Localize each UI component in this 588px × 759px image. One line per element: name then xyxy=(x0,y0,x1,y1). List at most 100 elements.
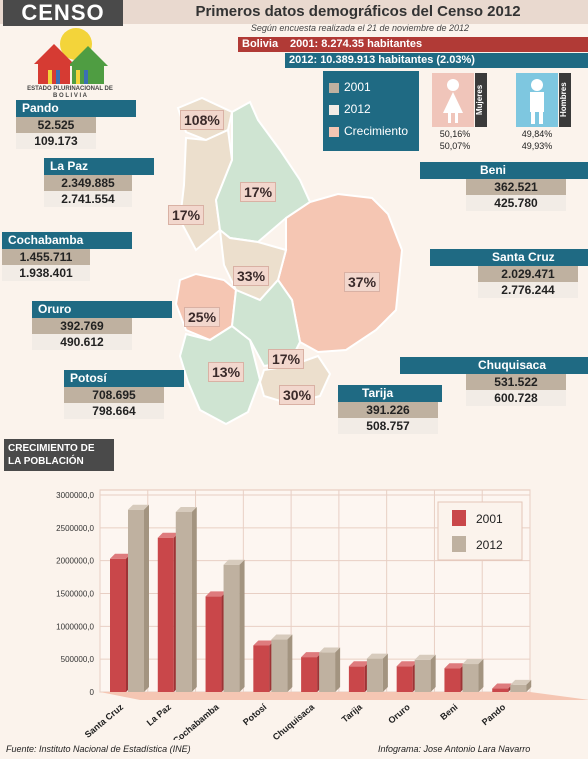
dept-2012: 1.938.401 xyxy=(2,265,90,281)
bar-2001 xyxy=(444,668,461,692)
x-tick-label: La Paz xyxy=(145,702,174,728)
woman-icon xyxy=(443,79,463,123)
dept-box-santacruz: Santa Cruz 2.029.471 2.776.244 xyxy=(430,249,588,298)
x-tick-label: Cochabamba xyxy=(171,701,221,740)
x-tick-label: Potosí xyxy=(241,702,269,728)
dept-2012: 600.728 xyxy=(466,390,566,406)
bar-side-2012 xyxy=(335,647,341,692)
logo-caption: ESTADO PLURINACIONAL DE B O L I V I A xyxy=(22,86,118,100)
growth-santacruz: 37% xyxy=(344,272,381,292)
women-label: Mujeres xyxy=(475,73,487,127)
bar-2001 xyxy=(492,688,509,692)
dept-2001: 531.522 xyxy=(466,374,566,390)
legend-label-2001: 2001 xyxy=(476,512,503,526)
dept-name: Oruro xyxy=(32,301,172,318)
bar-2012 xyxy=(175,511,192,692)
men-2012: 49,93% xyxy=(521,141,553,151)
growth-potosi: 13% xyxy=(208,362,245,382)
bar-2012 xyxy=(366,658,383,692)
legend-swatch-2001 xyxy=(452,510,466,526)
bar-2001 xyxy=(110,558,126,692)
dept-name: Tarija xyxy=(338,385,442,402)
map-legend: 2001 2012 Crecimiento xyxy=(323,71,419,151)
footer-source: Fuente: Instituto Nacional de Estadístic… xyxy=(6,744,191,754)
dept-2001: 2.349.885 xyxy=(44,175,132,191)
bar-side-2012 xyxy=(430,654,436,692)
brand-title: CENSO xyxy=(3,0,123,26)
dept-2001: 708.695 xyxy=(64,387,164,403)
bar-top-2012 xyxy=(462,659,484,665)
dept-2012: 2.741.554 xyxy=(44,191,132,207)
bar-top-2001 xyxy=(157,532,179,538)
y-tick-label: 0 xyxy=(90,688,95,697)
bar-top-2001 xyxy=(444,663,466,669)
bar-2001 xyxy=(348,666,365,692)
bar-2012 xyxy=(271,639,288,692)
x-tick-label: Pando xyxy=(480,702,508,728)
bar-top-2001 xyxy=(253,640,275,646)
dept-2012: 490.612 xyxy=(32,334,132,350)
population-chart: 0 500000,0 1000000,0 1500000,0 2000000,0 2500… xyxy=(56,489,588,740)
bar-2012 xyxy=(223,564,240,692)
logo-line-2: B O L I V I A xyxy=(52,93,87,99)
man-icon xyxy=(530,79,544,124)
chart-title: CRECIMIENTO DE LA POBLACIÓN xyxy=(4,439,114,471)
bar-side-2012 xyxy=(191,506,197,692)
bar-top-2012 xyxy=(271,634,293,640)
bar-2001 xyxy=(205,596,222,692)
men-label: Hombres xyxy=(559,73,571,127)
bar-top-2012 xyxy=(510,679,532,685)
dept-2001: 392.769 xyxy=(32,318,132,334)
dept-2001: 2.029.471 xyxy=(478,266,578,282)
logo-line-1: ESTADO PLURINACIONAL DE xyxy=(27,86,113,92)
women-2012: 50,07% xyxy=(439,141,471,151)
x-tick-label: Santa Cruz xyxy=(83,702,126,740)
dept-box-beni: Beni 362.521 425.780 xyxy=(420,162,588,211)
x-tick-label: Chuquisaca xyxy=(271,701,317,740)
bar-2001 xyxy=(301,657,318,692)
dept-box-pando: Pando 52.525 109.173 xyxy=(16,100,136,149)
dept-2001: 52.525 xyxy=(16,117,96,133)
dept-name: Beni xyxy=(420,162,588,179)
bar-side-2012 xyxy=(239,559,245,692)
growth-pando: 108% xyxy=(180,110,224,130)
y-tick-label: 500000,0 xyxy=(61,655,95,664)
dept-name: Potosí xyxy=(64,370,184,387)
bar-top-2001 xyxy=(348,661,370,667)
bar-2012 xyxy=(510,684,527,692)
dept-2012: 2.776.244 xyxy=(478,282,578,298)
dept-2001: 391.226 xyxy=(338,402,438,418)
national-2001-value: 2001: 8.274.35 habitantes xyxy=(290,38,423,50)
logo-icon xyxy=(34,28,108,84)
x-tick-label: Tarija xyxy=(340,701,365,724)
dept-name: Santa Cruz xyxy=(430,249,588,266)
men-2001: 49,84% xyxy=(521,129,553,139)
bar-top-2001 xyxy=(110,553,131,559)
dept-box-potosi: Potosí 708.695 798.664 xyxy=(64,370,184,419)
bar-side-2012 xyxy=(526,679,532,692)
dept-2012: 798.664 xyxy=(64,403,164,419)
bar-top-2012 xyxy=(414,654,436,660)
legend-item-growth: Crecimiento xyxy=(329,123,419,139)
dept-name: Chuquisaca xyxy=(400,357,588,374)
dept-box-lapaz: La Paz 2.349.885 2.741.554 xyxy=(44,158,154,207)
bar-top-2012 xyxy=(319,647,341,653)
y-tick-label: 1500000,0 xyxy=(56,590,94,599)
growth-lapaz: 17% xyxy=(168,205,205,225)
dept-box-tarija: Tarija 391.226 508.757 xyxy=(338,385,442,434)
women-icon-box xyxy=(432,73,474,127)
page-title: Primeros datos demográficos del Censo 20… xyxy=(195,3,521,20)
bar-2001 xyxy=(396,666,413,692)
women-2001: 50,16% xyxy=(439,129,471,139)
chart-floor xyxy=(100,692,588,700)
y-tick-label: 1000000,0 xyxy=(56,622,94,631)
dept-2001: 1.455.711 xyxy=(2,249,90,265)
legend-item-2001: 2001 xyxy=(329,79,419,95)
growth-oruro: 25% xyxy=(184,307,221,327)
dept-name: Cochabamba xyxy=(2,232,132,249)
y-tick-label: 3000000,0 xyxy=(56,491,94,500)
bar-top-2012 xyxy=(223,559,245,565)
page-subtitle: Según encuesta realizada el 21 de noviem… xyxy=(250,23,470,33)
bar-side-2012 xyxy=(144,504,149,692)
growth-beni: 17% xyxy=(240,182,277,202)
